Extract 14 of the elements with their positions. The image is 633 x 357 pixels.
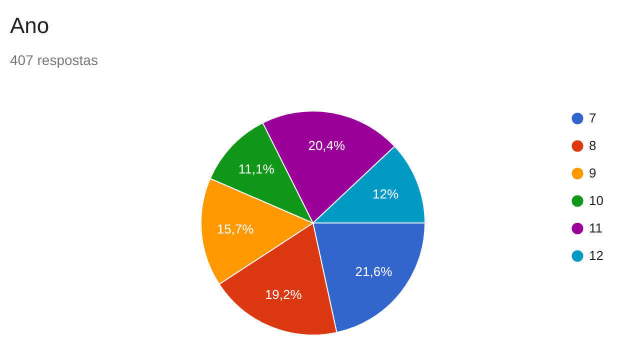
chart-title: Ano	[10, 13, 50, 38]
data-label: 15,7%	[216, 222, 254, 237]
legend-label: 8	[589, 138, 596, 153]
legend-label: 11	[589, 220, 602, 236]
data-label: 21,6%	[355, 264, 393, 279]
data-label: 19,2%	[264, 287, 302, 302]
legend-label: 12	[589, 248, 604, 263]
legend-label: 10	[589, 193, 604, 208]
text: 407 respostas	[10, 52, 98, 68]
data-label: 12%	[372, 186, 399, 202]
data-label: 11,1%	[238, 161, 275, 176]
legend-label: 7	[589, 110, 596, 126]
data-label: 20,4%	[308, 138, 346, 154]
legend-label: 9	[589, 166, 596, 180]
